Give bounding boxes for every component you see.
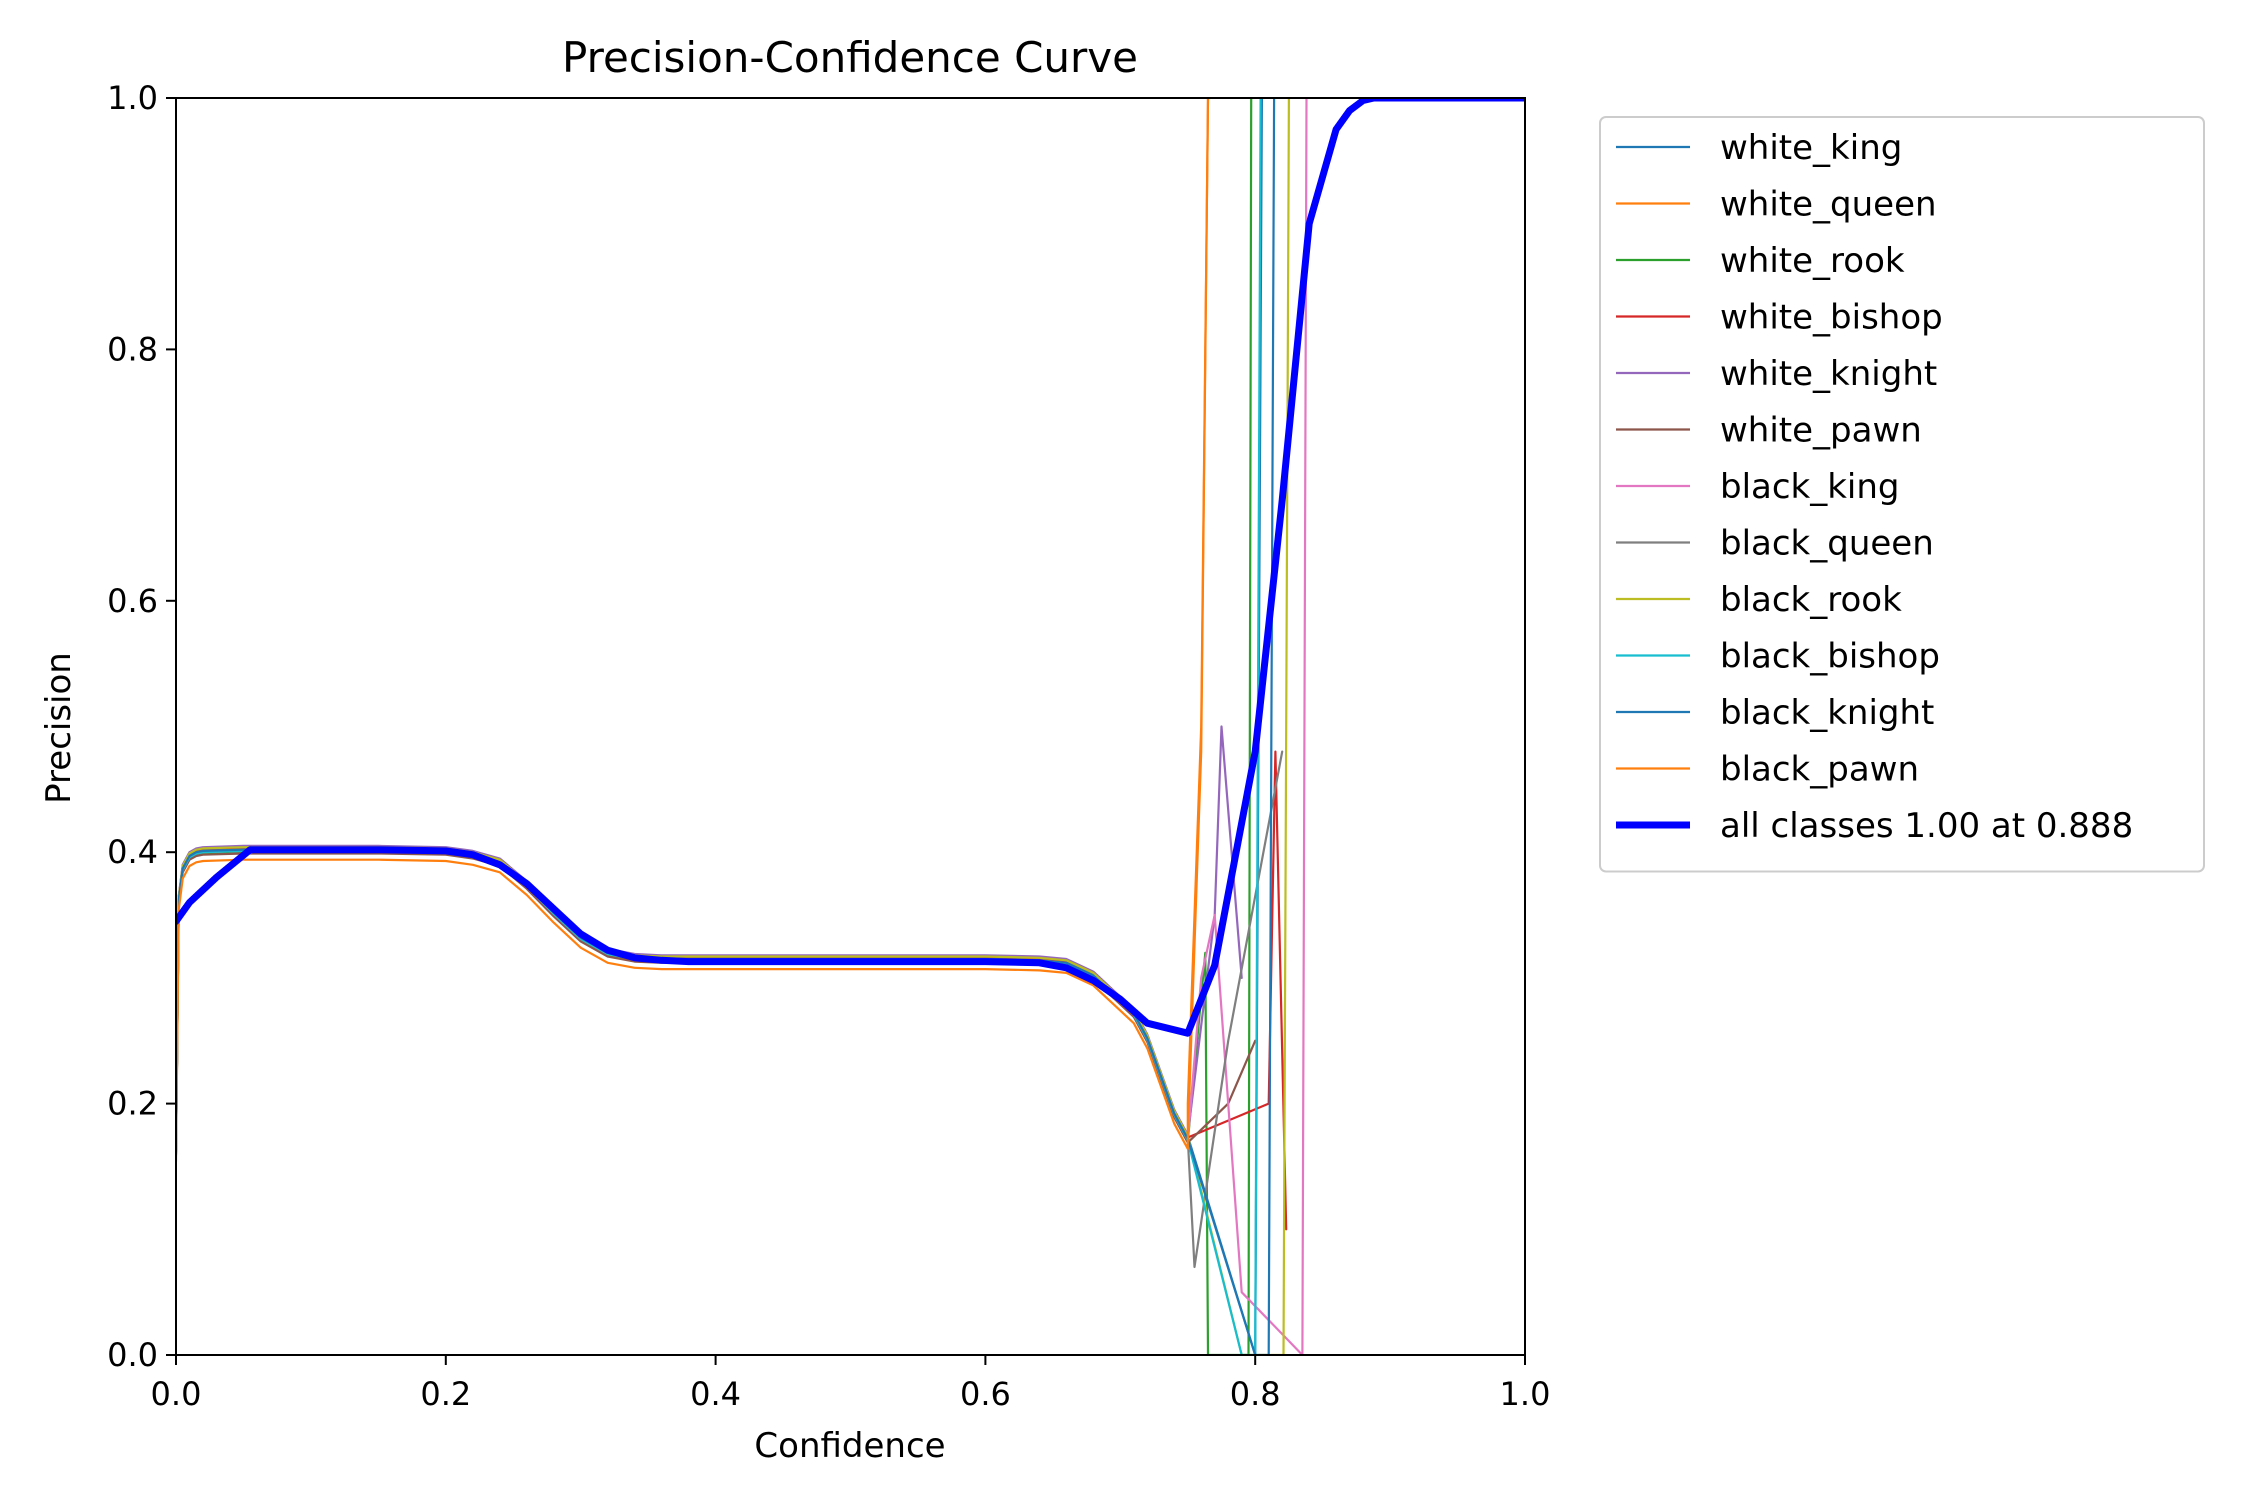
legend-entry-label: black_pawn: [1720, 750, 1919, 790]
legend-entry-label: white_king: [1720, 128, 1902, 168]
plot-area: [176, 98, 1525, 1355]
x-tick-label: 0.0: [151, 1375, 202, 1413]
legend-entry-label: black_king: [1720, 467, 1900, 507]
legend: white_king white_queen white_rook white_bis…: [1599, 116, 2205, 873]
x-tick-label: 1.0: [1500, 1375, 1551, 1413]
legend-entry-label: white_pawn: [1720, 411, 1922, 451]
x-axis-ticks: 0.0 0.2 0.4 0.6 0.8 1.0: [151, 1355, 1551, 1413]
legend-frame: [1599, 116, 2205, 873]
x-tick-label: 0.6: [960, 1375, 1011, 1413]
legend-entry-label: black_bishop: [1720, 637, 1940, 677]
legend-entry-label: white_bishop: [1720, 298, 1943, 338]
legend-entry-label: all classes 1.00 at 0.888: [1720, 806, 2133, 846]
x-tick-label: 0.8: [1230, 1375, 1281, 1413]
y-tick-label: 0.6: [107, 582, 158, 620]
series-line-black-pawn: [176, 98, 1210, 1163]
series-line-white-pawn: [176, 852, 1257, 1157]
y-axis-label: Precision: [39, 652, 79, 804]
y-axis-ticks: 0.0 0.2 0.4 0.6 0.8 1.0: [107, 79, 176, 1374]
legend-entry-label: black_rook: [1720, 580, 1902, 620]
legend-entry-label: black_queen: [1720, 524, 1934, 564]
legend-entry-label: white_rook: [1720, 241, 1905, 281]
y-tick-label: 0.2: [107, 1085, 158, 1123]
legend-entry-label: white_queen: [1720, 185, 1937, 225]
y-tick-label: 0.0: [107, 1336, 158, 1374]
series-line-all-classes-1-00-at-0-888: [176, 98, 1525, 1037]
series-layer: [176, 98, 1525, 1355]
y-tick-label: 1.0: [107, 79, 158, 117]
x-axis-label: Confidence: [754, 1426, 945, 1466]
legend-entry-label: black_knight: [1720, 693, 1934, 733]
x-tick-label: 0.2: [420, 1375, 471, 1413]
chart-title: Precision-Confidence Curve: [562, 33, 1138, 82]
plot-frame: [175, 97, 1526, 1356]
y-tick-label: 0.8: [107, 330, 158, 368]
legend-entry-label: white_knight: [1720, 354, 1937, 394]
x-tick-label: 0.4: [690, 1375, 741, 1413]
y-tick-label: 0.4: [107, 833, 158, 871]
